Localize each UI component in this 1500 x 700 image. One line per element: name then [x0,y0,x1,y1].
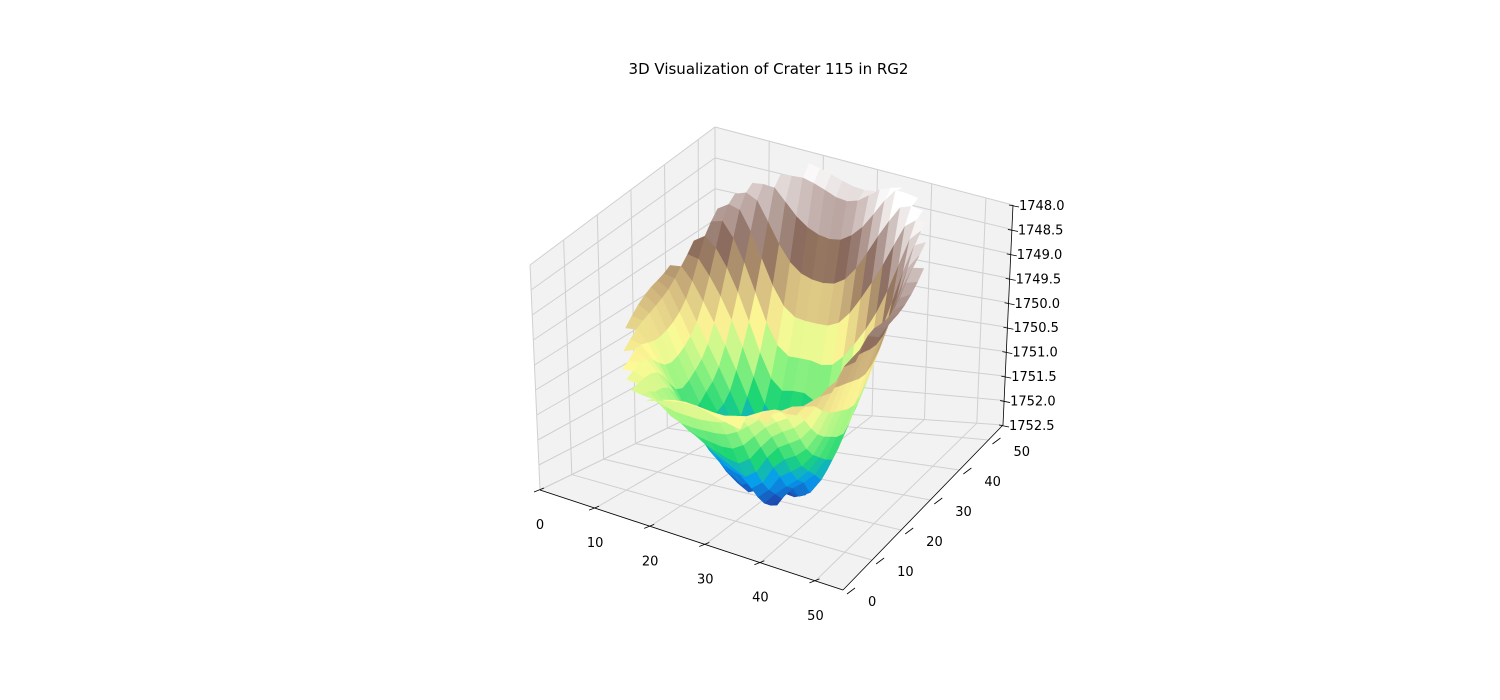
x-axis-line [539,489,844,591]
z-tick [998,424,1010,428]
y-tick-label: 50 [1013,445,1030,460]
y-tick-label: 40 [984,475,1001,490]
y-tick [934,497,943,505]
grid-line-z-left [533,219,716,341]
z-tick [1007,229,1018,232]
x-tick-label: 20 [642,554,659,569]
y-tick-label: 0 [868,595,876,610]
chart-title: 3D Visualization of Crater 115 in RG2 [628,60,909,78]
grid-line-y-left [529,264,541,491]
x-tick [588,505,600,511]
crater-surface [621,163,928,506]
x-tick [754,560,765,566]
z-tick-label: 1751.0 [1012,346,1057,361]
z-tick [1008,204,1020,208]
z-tick-label: 1750.0 [1015,297,1061,312]
grid-line-y-left [596,214,605,460]
x-tick [644,523,655,529]
y-tick [904,527,914,535]
grid-line-y-floor [603,458,902,531]
z-tick-label: 1751.5 [1011,370,1056,385]
x-tick-label: 10 [587,536,604,551]
x-tick [533,487,545,493]
surface-facet [844,347,862,367]
y-tick-label: 20 [926,535,943,550]
z-tick [1005,277,1016,281]
grid-line-z-left [531,188,716,316]
surface-facet [819,380,839,398]
z-tick [1006,253,1017,257]
x-tick-label: 30 [697,573,714,588]
y-tick [846,587,856,595]
y-tick [963,467,972,475]
z-tick [1000,400,1011,403]
grid-line-x-back [976,197,987,424]
grid-line-x-floor [760,419,925,564]
x-tick-label: 50 [807,609,824,624]
z-tick [1004,302,1015,306]
z-tick-label: 1748.5 [1018,223,1064,238]
grid-line-z-left [530,157,716,291]
y-tick [875,557,885,565]
z-tick [1003,326,1014,330]
x-tick [699,542,710,547]
z-tick-label: 1752.0 [1010,395,1056,410]
z-tick [1001,375,1012,379]
y-axis-line [842,424,1004,591]
z-tick-label: 1752.5 [1009,419,1055,434]
z-tick-label: 1748.0 [1019,199,1065,214]
z-tick-label: 1749.5 [1016,272,1062,287]
grid-line-y-floor [571,474,873,561]
y-tick-label: 30 [955,505,972,520]
z-tick [1002,351,1013,355]
grid-line-x-back [923,183,933,420]
x-tick-label: 40 [752,591,769,606]
z-tick-label: 1749.0 [1017,248,1063,263]
y-tick [992,437,1001,445]
y-tick-label: 10 [897,565,914,580]
z-tick-label: 1750.5 [1013,321,1059,336]
grid-line-z-left [529,126,716,266]
grid-line-z-back [714,126,1014,206]
axis-lines [539,204,1014,591]
surface-facet [867,327,887,338]
grid-line-y-left [563,239,573,475]
x-tick [809,578,820,584]
axis-ticks: 0 10 20 30 40 50 0 10 20 30 40 50 1748.0 1748.5 1749.0… [533,199,1065,624]
x-tick-label: 0 [536,518,544,533]
grid-line-x-floor [815,422,978,582]
z-axis-line [1002,204,1014,426]
